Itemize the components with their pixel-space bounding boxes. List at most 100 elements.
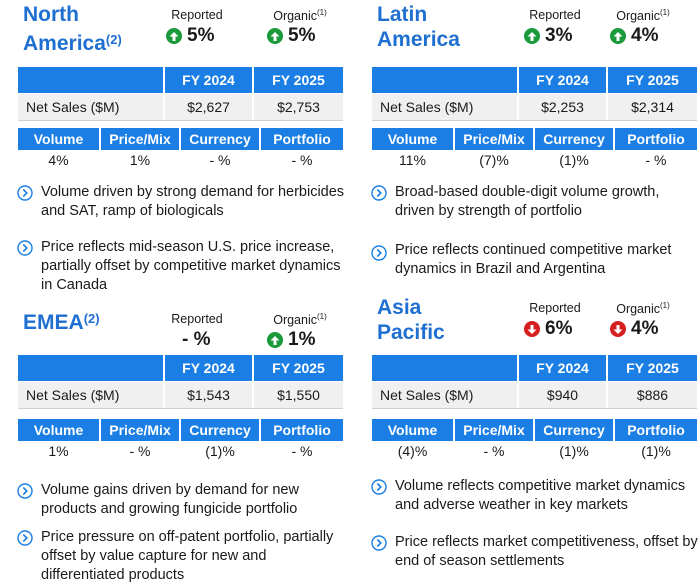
volume-header: Volume — [33, 422, 84, 438]
net-sales-fy2024: $940 — [546, 387, 579, 403]
reported-value: 6% — [524, 318, 572, 340]
region-title: Asia Pacific — [377, 295, 507, 345]
price-mix-header: Price/Mix — [109, 422, 171, 438]
chevron-circle-icon — [371, 185, 387, 201]
price-mix-header: Price/Mix — [463, 131, 525, 147]
net-sales-row: Net Sales ($M) $940 $886 — [372, 382, 697, 409]
currency-value: - % — [209, 152, 231, 168]
divider — [517, 382, 519, 408]
reported-label: Reported — [171, 312, 223, 326]
organic-value-text: 4% — [631, 318, 659, 339]
header-fy2024: FY 2024 — [182, 72, 235, 88]
net-sales-row: Net Sales ($M) $1,543 $1,550 — [18, 382, 343, 409]
organic-label-text: Organic — [616, 9, 660, 24]
organic-value-text: 1% — [288, 329, 316, 350]
arrow-up-icon — [267, 332, 283, 348]
drivers-header-bar: Volume Price/Mix Currency Portfolio — [372, 419, 697, 441]
header-fy2024: FY 2024 — [536, 72, 589, 88]
bullet-text: Volume reflects competitive market dynam… — [395, 478, 686, 513]
divider — [163, 67, 165, 93]
divider — [163, 382, 165, 408]
region-title: EMEA(2) — [23, 306, 153, 335]
organic-label: Organic(1) — [255, 8, 345, 23]
price-mix-value: 1% — [129, 152, 151, 168]
reported-value: 5% — [166, 25, 214, 47]
divider — [252, 94, 254, 120]
reported-value-text: - % — [182, 329, 211, 350]
net-sales-label: Net Sales ($M) — [380, 387, 474, 403]
organic-label: Organic(1) — [598, 8, 688, 23]
net-sales-fy2025: $886 — [636, 387, 669, 403]
reported-value: 3% — [524, 25, 572, 47]
arrow-down-icon — [524, 321, 540, 337]
region-title-line2: America — [377, 28, 460, 51]
sales-table-header: FY 2024 FY 2025 — [18, 67, 343, 93]
organic-label-text: Organic — [616, 302, 660, 317]
net-sales-fy2024: $2,627 — [187, 99, 230, 115]
reported-label: Reported — [529, 8, 581, 22]
portfolio-header: Portfolio — [627, 131, 685, 147]
region-title-footnote: (2) — [105, 32, 122, 47]
divider — [259, 128, 261, 150]
organic-value: 4% — [610, 318, 658, 340]
header-fy2025: FY 2025 — [626, 360, 679, 376]
header-fy2024: FY 2024 — [536, 360, 589, 376]
divider — [252, 355, 254, 381]
region-title-line1: Latin — [377, 3, 428, 26]
price-mix-value: - % — [483, 443, 505, 459]
bullet-text: Price pressure on off-patent portfolio, … — [41, 529, 334, 583]
currency-value: (1)% — [559, 152, 589, 168]
drivers-header-bar: Volume Price/Mix Currency Portfolio — [18, 128, 343, 150]
price-mix-value: - % — [129, 443, 151, 459]
region-title: North America(2) — [23, 2, 153, 56]
divider — [606, 94, 608, 120]
reported-value-text: 6% — [545, 318, 573, 339]
bullet-text: Price reflects continued competitive mar… — [395, 242, 672, 277]
organic-value: 4% — [610, 25, 658, 47]
net-sales-row: Net Sales ($M) $2,253 $2,314 — [372, 94, 697, 121]
sales-table-header: FY 2024 FY 2025 — [372, 355, 697, 381]
region-title: Latin America — [377, 2, 507, 52]
net-sales-label: Net Sales ($M) — [26, 99, 120, 115]
organic-value: 1% — [267, 329, 315, 351]
organic-footnote: (1) — [317, 312, 327, 321]
drivers-header-bar: Volume Price/Mix Currency Portfolio — [372, 128, 697, 150]
header-fy2025: FY 2025 — [272, 72, 325, 88]
volume-value: 11% — [399, 152, 426, 168]
chevron-circle-icon — [371, 535, 387, 551]
divider — [613, 419, 615, 441]
portfolio-value: - % — [291, 443, 313, 459]
chevron-circle-icon — [17, 530, 33, 546]
divider — [517, 355, 519, 381]
arrow-down-icon — [610, 321, 626, 337]
organic-label: Organic(1) — [255, 312, 345, 327]
reported-value: - % — [182, 329, 211, 351]
portfolio-value: (1)% — [641, 443, 671, 459]
organic-label: Organic(1) — [598, 301, 688, 316]
volume-header: Volume — [33, 131, 84, 147]
sales-table-header: FY 2024 FY 2025 — [372, 67, 697, 93]
price-mix-header: Price/Mix — [463, 422, 525, 438]
volume-header: Volume — [387, 422, 438, 438]
organic-footnote: (1) — [660, 8, 670, 17]
volume-value: 4% — [48, 152, 69, 168]
net-sales-label: Net Sales ($M) — [380, 99, 474, 115]
organic-value: 5% — [267, 25, 315, 47]
currency-header: Currency — [189, 422, 251, 438]
arrow-up-icon — [524, 28, 540, 44]
region-title-line2: America — [23, 32, 106, 55]
organic-value-text: 5% — [288, 25, 316, 46]
divider — [517, 94, 519, 120]
bullet-text: Price reflects mid-season U.S. price inc… — [41, 239, 341, 293]
arrow-up-icon — [610, 28, 626, 44]
net-sales-fy2025: $1,550 — [277, 387, 320, 403]
price-mix-header: Price/Mix — [109, 131, 171, 147]
reported-value-text: 5% — [187, 25, 215, 46]
chevron-circle-icon — [371, 245, 387, 261]
header-fy2024: FY 2024 — [182, 360, 235, 376]
organic-footnote: (1) — [660, 301, 670, 310]
region-title-line1: Asia — [377, 296, 422, 319]
divider — [613, 128, 615, 150]
chevron-circle-icon — [371, 479, 387, 495]
organic-value-text: 4% — [631, 25, 659, 46]
